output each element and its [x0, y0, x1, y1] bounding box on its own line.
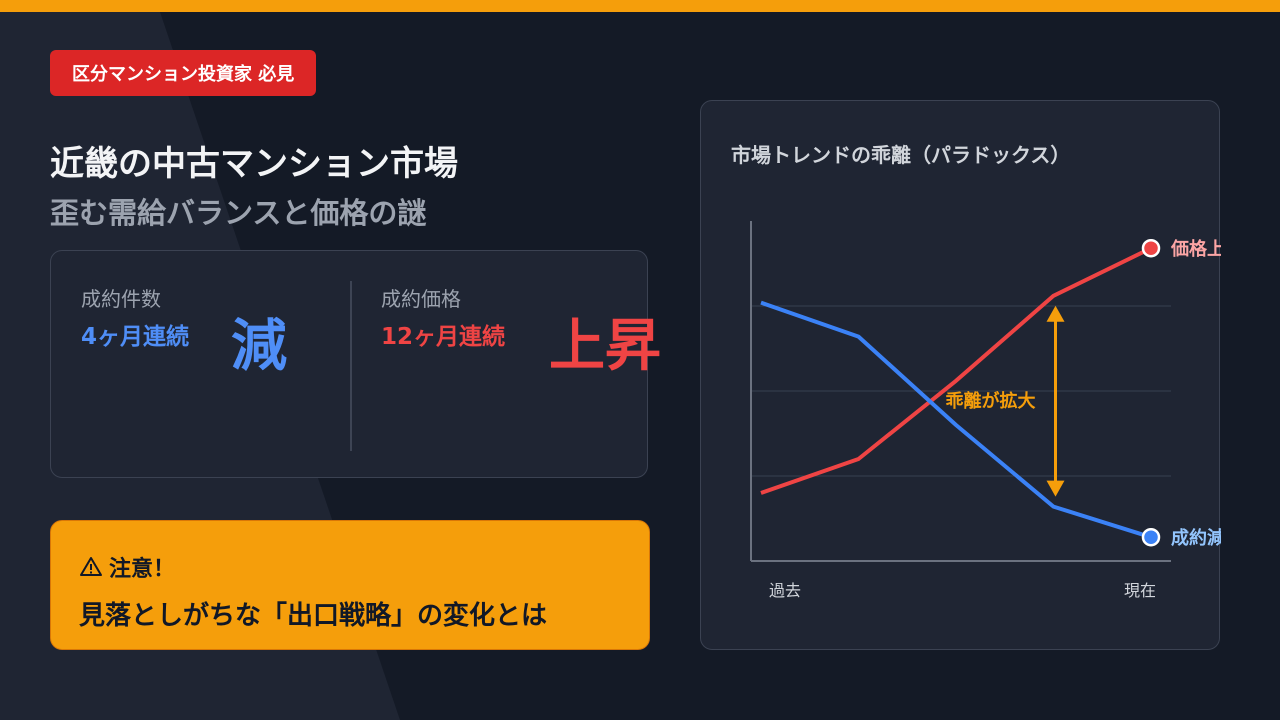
deals-stat-trend: 減	[231, 314, 287, 379]
deals-stat-label: 成約件数	[81, 287, 161, 311]
series-line-deals	[760, 300, 1152, 540]
top-accent-bar	[0, 0, 1280, 12]
series-line-price	[760, 246, 1152, 495]
chart-grid	[751, 305, 1171, 477]
divergence-arrow-head-bottom	[1046, 480, 1065, 497]
stats-divider	[350, 281, 352, 451]
series-label-deals: 成約減	[1171, 527, 1221, 549]
trend-chart: 価格上昇成約減 乖離が拡大 過去 現在	[750, 221, 1221, 600]
price-stat-trend: 上昇	[549, 314, 661, 379]
warning-heading-row: 注意！	[79, 551, 175, 583]
deals-stat-period: 4ヶ月連続	[81, 324, 190, 350]
warning-heading: 注意！	[109, 557, 176, 582]
series-end-point-price	[1141, 238, 1161, 258]
price-stat-period: 12ヶ月連続	[381, 324, 506, 350]
warning-text: 見落としがちな「出口戦略」の変化とは	[79, 601, 548, 631]
price-stat-label: 成約価格	[381, 287, 461, 311]
series-label-price: 価格上昇	[1170, 238, 1221, 260]
warning-card: 注意！ 見落としがちな「出口戦略」の変化とは	[50, 520, 650, 650]
x-tick-label-end: 現在	[1124, 581, 1156, 600]
series-end-point-deals	[1141, 527, 1161, 547]
chart-annotation: 乖離が拡大	[946, 305, 1065, 497]
x-tick-label-start: 過去	[769, 581, 801, 600]
divergence-label: 乖離が拡大	[946, 390, 1036, 412]
warning-triangle-icon	[80, 557, 102, 576]
chart-series: 価格上昇成約減	[760, 238, 1221, 549]
divergence-arrow-head-top	[1046, 305, 1065, 322]
stats-card: 成約件数 4ヶ月連続 減 成約価格 12ヶ月連続 上昇	[50, 250, 661, 478]
page-subtitle: 歪む需給バランスと価格の謎	[50, 196, 427, 230]
chart-card: 市場トレンドの乖離（パラドックス） 価格上昇成約減 乖離が拡大 過去 現在	[700, 100, 1221, 650]
page-title: 近畿の中古マンション市場	[50, 144, 458, 184]
audience-badge: 区分マンション投資家 必見	[50, 50, 317, 96]
chart-title: 市場トレンドの乖離（パラドックス）	[731, 143, 1071, 167]
